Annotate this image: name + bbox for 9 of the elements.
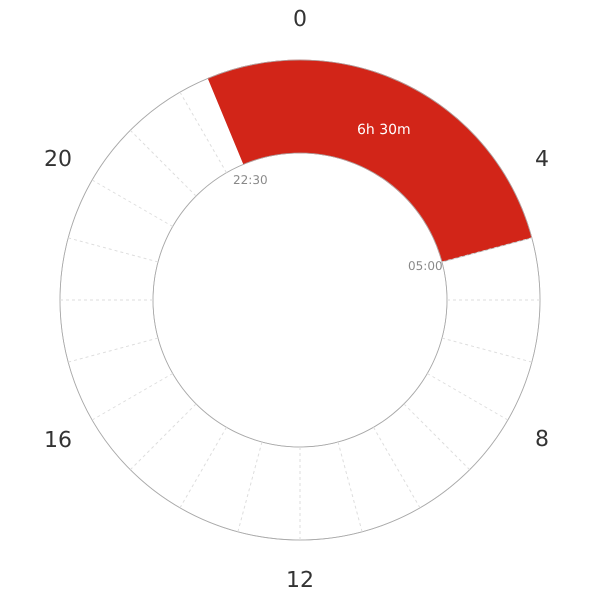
text: 12 bbox=[286, 568, 314, 593]
text: 6h 30m bbox=[357, 122, 411, 138]
text: 22:30 bbox=[233, 173, 268, 187]
text: 8 bbox=[535, 427, 549, 452]
text: 05:00 bbox=[408, 259, 443, 273]
text: 0 bbox=[293, 7, 307, 32]
text: 4 bbox=[535, 147, 549, 172]
text: 20 bbox=[44, 147, 72, 172]
text: 16 bbox=[44, 428, 72, 453]
